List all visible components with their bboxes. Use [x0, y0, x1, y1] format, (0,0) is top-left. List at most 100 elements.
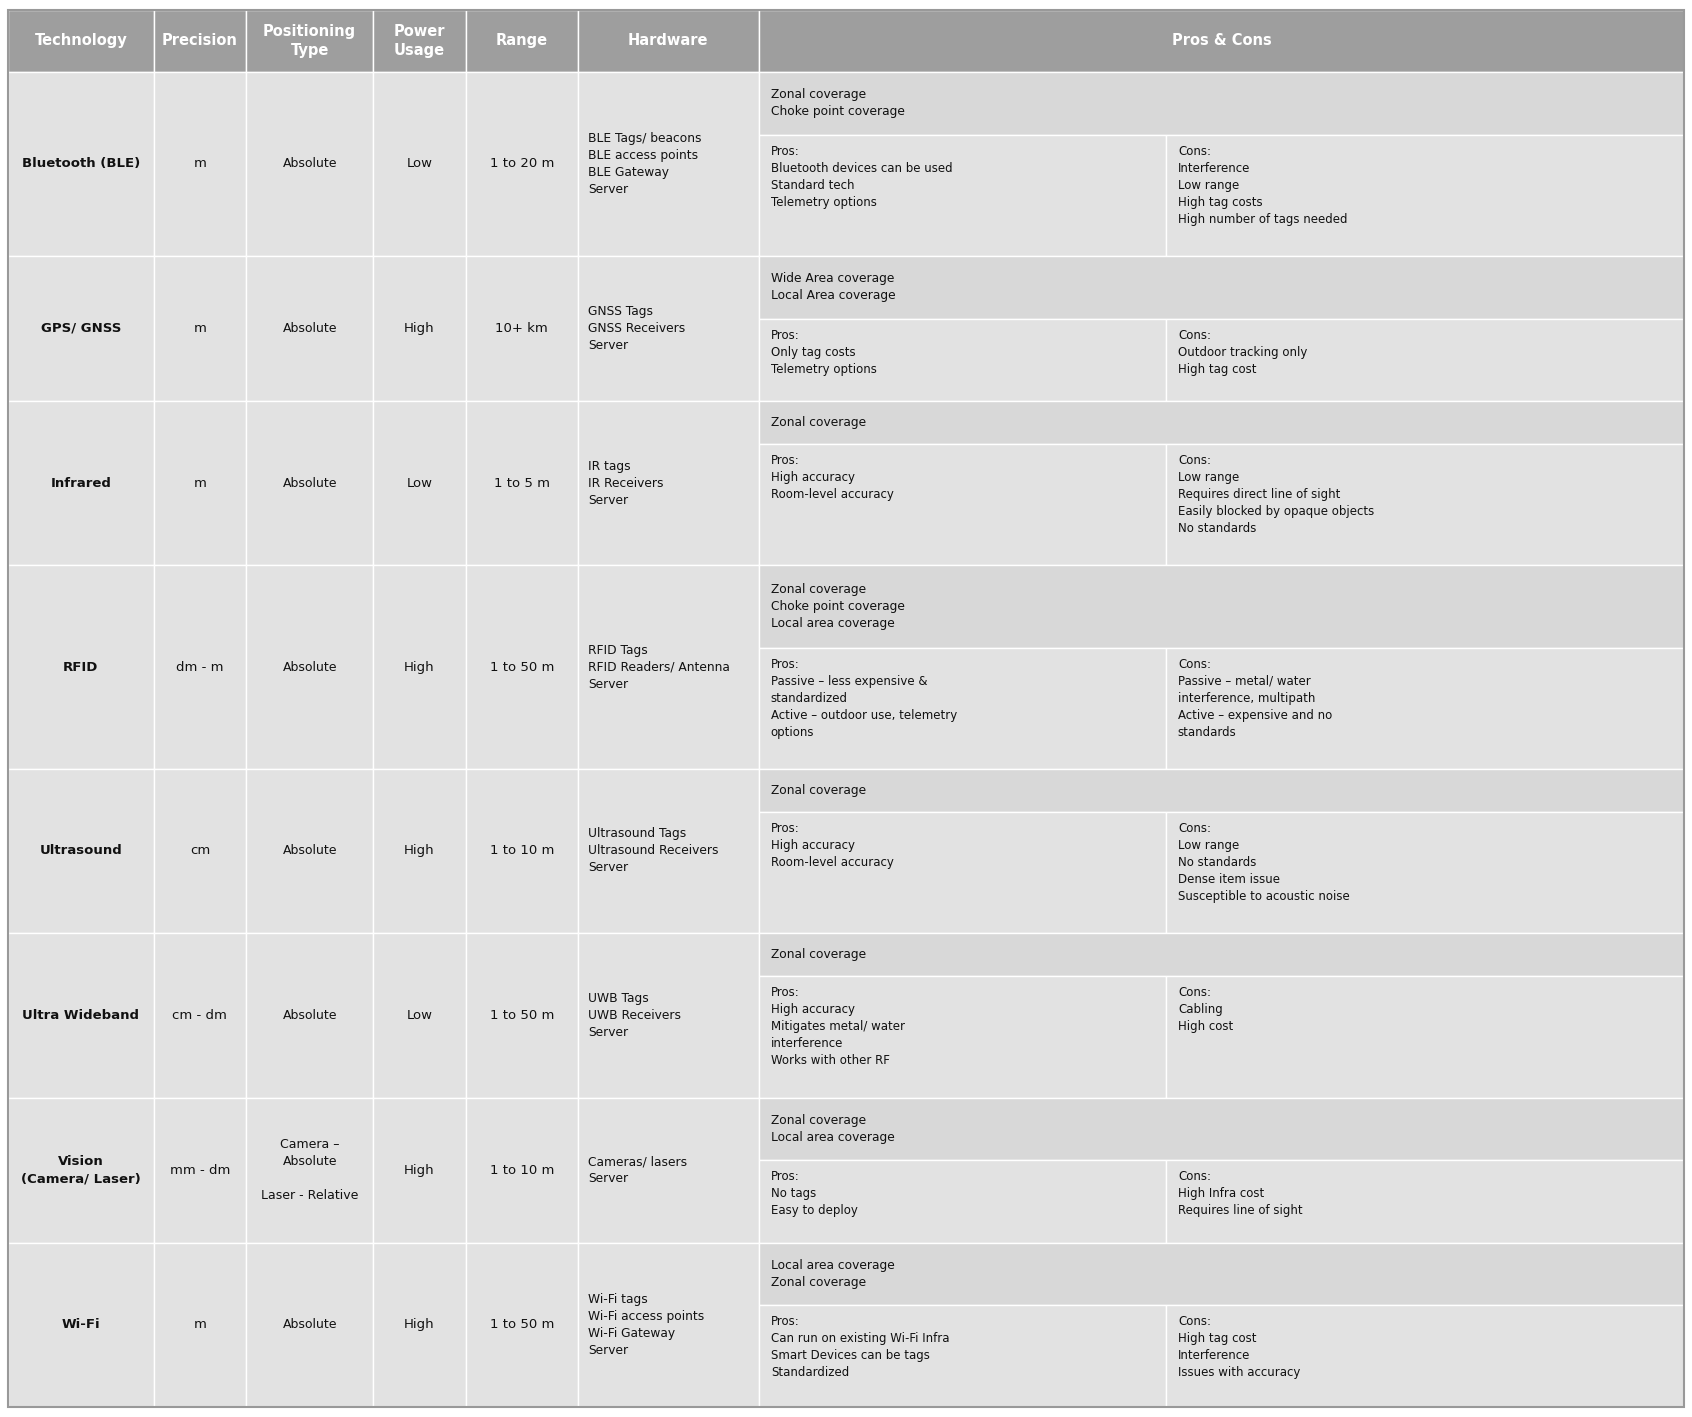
Text: cm - dm: cm - dm [173, 1009, 227, 1022]
Text: Wide Area coverage
Local Area coverage: Wide Area coverage Local Area coverage [772, 272, 895, 302]
Text: Pros:
High accuracy
Mitigates metal/ water
interference
Works with other RF: Pros: High accuracy Mitigates metal/ wat… [772, 986, 905, 1067]
Text: 1 to 50 m: 1 to 50 m [489, 1318, 553, 1332]
Text: High: High [404, 322, 435, 334]
Bar [374, 565, 465, 769]
Bar [758, 135, 1166, 256]
Bar [579, 1243, 758, 1407]
Bar [758, 401, 1684, 444]
Text: Absolute: Absolute [283, 157, 337, 170]
Text: Vision
(Camera/ Laser): Vision (Camera/ Laser) [20, 1155, 140, 1185]
Text: Absolute: Absolute [283, 660, 337, 673]
Text: Pros:
High accuracy
Room-level accuracy: Pros: High accuracy Room-level accuracy [772, 822, 893, 869]
Bar [154, 565, 245, 769]
Bar [758, 565, 1684, 648]
Text: High: High [404, 660, 435, 673]
Text: 1 to 20 m: 1 to 20 m [489, 157, 553, 170]
Text: Cons:
Outdoor tracking only
High tag cost: Cons: Outdoor tracking only High tag cos… [1178, 329, 1308, 376]
Bar [579, 10, 758, 72]
Bar [465, 1243, 579, 1407]
Bar [245, 1243, 374, 1407]
Text: Low: Low [406, 157, 433, 170]
Bar [374, 256, 465, 401]
Text: Zonal coverage: Zonal coverage [772, 784, 866, 796]
Bar [245, 1098, 374, 1243]
Bar [374, 10, 465, 72]
Bar [758, 976, 1166, 1098]
Bar [579, 72, 758, 256]
Text: Zonal coverage: Zonal coverage [772, 948, 866, 961]
Text: Low: Low [406, 1009, 433, 1022]
Bar [154, 934, 245, 1098]
Text: m: m [193, 157, 206, 170]
Text: Wi-Fi tags
Wi-Fi access points
Wi-Fi Gateway
Server: Wi-Fi tags Wi-Fi access points Wi-Fi Gat… [587, 1292, 704, 1357]
Bar [245, 769, 374, 934]
Bar [1166, 1161, 1684, 1243]
Bar [579, 1098, 758, 1243]
Text: 1 to 10 m: 1 to 10 m [489, 1163, 553, 1176]
Text: Ultra Wideband: Ultra Wideband [22, 1009, 139, 1022]
Text: Pros:
Can run on existing Wi-Fi Infra
Smart Devices can be tags
Standardized: Pros: Can run on existing Wi-Fi Infra Sm… [772, 1315, 949, 1379]
Bar [154, 1243, 245, 1407]
Bar [374, 401, 465, 565]
Text: Precision: Precision [162, 34, 239, 48]
Text: Cons:
High Infra cost
Requires line of sight: Cons: High Infra cost Requires line of s… [1178, 1170, 1303, 1217]
Text: Bluetooth (BLE): Bluetooth (BLE) [22, 157, 140, 170]
Bar [245, 72, 374, 256]
Text: BLE Tags/ beacons
BLE access points
BLE Gateway
Server: BLE Tags/ beacons BLE access points BLE … [587, 132, 702, 196]
Text: Pros:
High accuracy
Room-level accuracy: Pros: High accuracy Room-level accuracy [772, 453, 893, 502]
Text: High: High [404, 1318, 435, 1332]
Bar [374, 1098, 465, 1243]
Text: IR tags
IR Receivers
Server: IR tags IR Receivers Server [587, 459, 663, 507]
Text: 1 to 50 m: 1 to 50 m [489, 660, 553, 673]
Text: Technology: Technology [34, 34, 127, 48]
Bar [579, 565, 758, 769]
Text: Pros:
Bluetooth devices can be used
Standard tech
Telemetry options: Pros: Bluetooth devices can be used Stan… [772, 145, 953, 208]
Text: Absolute: Absolute [283, 1009, 337, 1022]
Bar [1166, 976, 1684, 1098]
Text: High: High [404, 845, 435, 857]
Text: 1 to 50 m: 1 to 50 m [489, 1009, 553, 1022]
Bar [154, 256, 245, 401]
Text: High: High [404, 1163, 435, 1176]
Bar [154, 769, 245, 934]
Text: 10+ km: 10+ km [496, 322, 548, 334]
Text: m: m [193, 1318, 206, 1332]
Bar [758, 1243, 1684, 1305]
Text: Cons:
Passive – metal/ water
interference, multipath
Active – expensive and no
s: Cons: Passive – metal/ water interferenc… [1178, 657, 1332, 738]
Bar [758, 812, 1166, 934]
Bar [8, 934, 154, 1098]
Text: m: m [193, 322, 206, 334]
Bar [374, 934, 465, 1098]
Bar [245, 10, 374, 72]
Text: Absolute: Absolute [283, 322, 337, 334]
Text: Cameras/ lasers
Server: Cameras/ lasers Server [587, 1155, 687, 1185]
Bar [758, 256, 1684, 319]
Bar [465, 934, 579, 1098]
Text: Infrared: Infrared [51, 476, 112, 490]
Text: 1 to 5 m: 1 to 5 m [494, 476, 550, 490]
Bar [758, 648, 1166, 769]
Text: Cons:
High tag cost
Interference
Issues with accuracy: Cons: High tag cost Interference Issues … [1178, 1315, 1299, 1379]
Text: Power
Usage: Power Usage [394, 24, 445, 58]
Bar [8, 1098, 154, 1243]
Bar [8, 256, 154, 401]
Text: mm - dm: mm - dm [169, 1163, 230, 1176]
Text: Cons:
Cabling
High cost: Cons: Cabling High cost [1178, 986, 1233, 1033]
Bar [465, 72, 579, 256]
Bar [245, 256, 374, 401]
Bar [579, 769, 758, 934]
Text: Pros:
Passive – less expensive &
standardized
Active – outdoor use, telemetry
op: Pros: Passive – less expensive & standar… [772, 657, 958, 738]
Bar [758, 72, 1684, 135]
Bar [374, 1243, 465, 1407]
Bar [8, 401, 154, 565]
Text: RFID Tags
RFID Readers/ Antenna
Server: RFID Tags RFID Readers/ Antenna Server [587, 643, 729, 690]
Bar [579, 401, 758, 565]
Text: Pros:
Only tag costs
Telemetry options: Pros: Only tag costs Telemetry options [772, 329, 876, 376]
Bar [465, 1098, 579, 1243]
Bar [465, 565, 579, 769]
Bar [579, 934, 758, 1098]
Bar [8, 769, 154, 934]
Bar [8, 565, 154, 769]
Text: Absolute: Absolute [283, 845, 337, 857]
Bar [154, 72, 245, 256]
